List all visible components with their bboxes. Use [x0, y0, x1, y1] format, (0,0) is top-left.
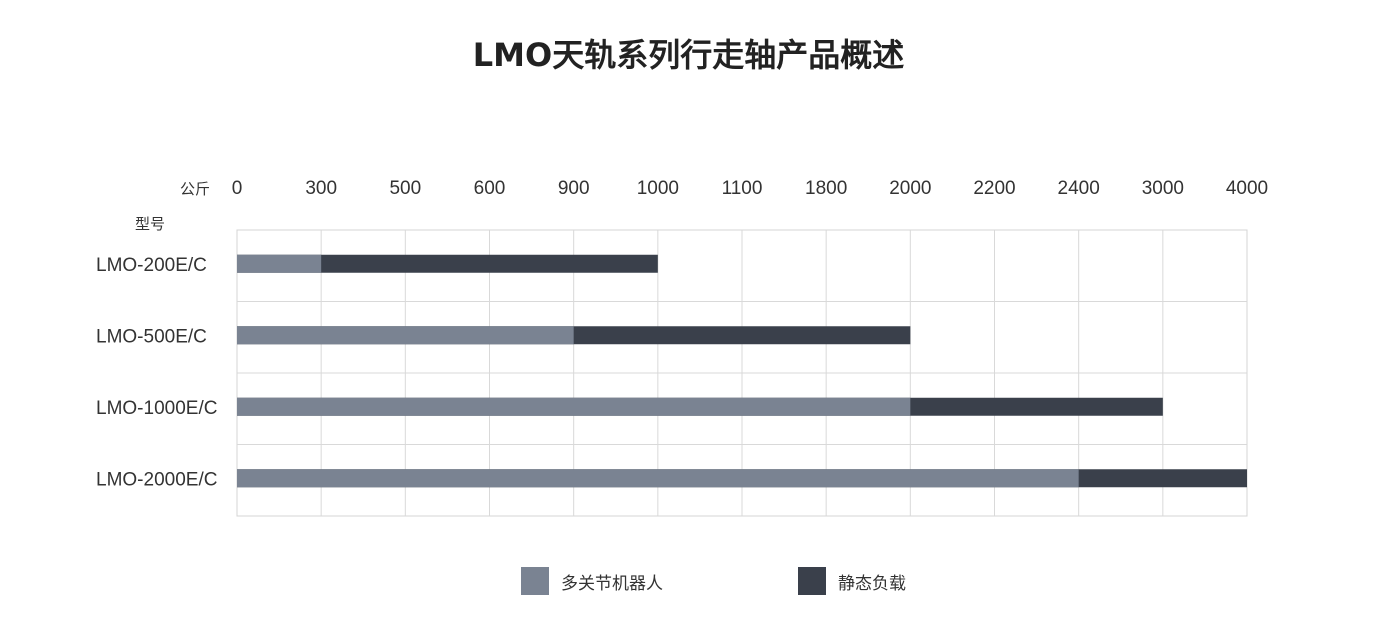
bars	[237, 254, 1247, 488]
x-tick-label: 500	[389, 178, 421, 199]
legend-label: 多关节机器人	[561, 573, 663, 594]
x-tick-label: 2400	[1058, 178, 1100, 199]
x-tick-label: 1100	[722, 178, 763, 199]
category-label: LMO-500E/C	[96, 326, 207, 347]
legend-swatch	[521, 567, 549, 595]
legend-swatch	[798, 567, 826, 595]
legend-label: 静态负载	[838, 573, 906, 594]
grid	[236, 229, 1248, 517]
x-tick-label: 600	[474, 178, 506, 199]
legend: 多关节机器人 静态负载	[0, 566, 1377, 598]
x-tick-label: 2200	[973, 178, 1015, 199]
bar-multi-joint-robot	[237, 326, 574, 345]
x-tick-label: 300	[305, 178, 337, 199]
x-tick-label: 4000	[1226, 178, 1268, 199]
x-unit-label: 公斤	[180, 180, 210, 198]
x-tick-labels: 0 300 500 600 900 1000 1100 1800 2000 2200 2400 300…	[232, 178, 1268, 199]
bar-static-load	[237, 254, 658, 273]
x-tick-label: 1000	[637, 178, 679, 199]
bar-multi-joint-robot	[237, 397, 911, 416]
x-tick-label: 1800	[805, 178, 847, 199]
category-label: LMO-1000E/C	[96, 398, 217, 419]
chart-title: LMO天轨系列行走轴产品概述	[472, 36, 905, 74]
y-axis-label: 型号	[135, 215, 165, 233]
x-tick-label: 0	[232, 178, 243, 199]
legend-item-multi-joint-robot: 多关节机器人	[521, 566, 663, 596]
category-labels: LMO-200E/C LMO-500E/C LMO-1000E/C LMO-2000E…	[96, 255, 217, 491]
bar-multi-joint-robot	[237, 469, 1079, 488]
category-label: LMO-2000E/C	[96, 469, 217, 490]
x-tick-label: 2000	[889, 178, 931, 199]
x-tick-label: 900	[558, 178, 590, 199]
x-tick-label: 3000	[1142, 178, 1184, 199]
bar-multi-joint-robot	[237, 254, 322, 273]
category-label: LMO-200E/C	[96, 255, 207, 276]
legend-item-static-load: 静态负载	[798, 566, 906, 596]
